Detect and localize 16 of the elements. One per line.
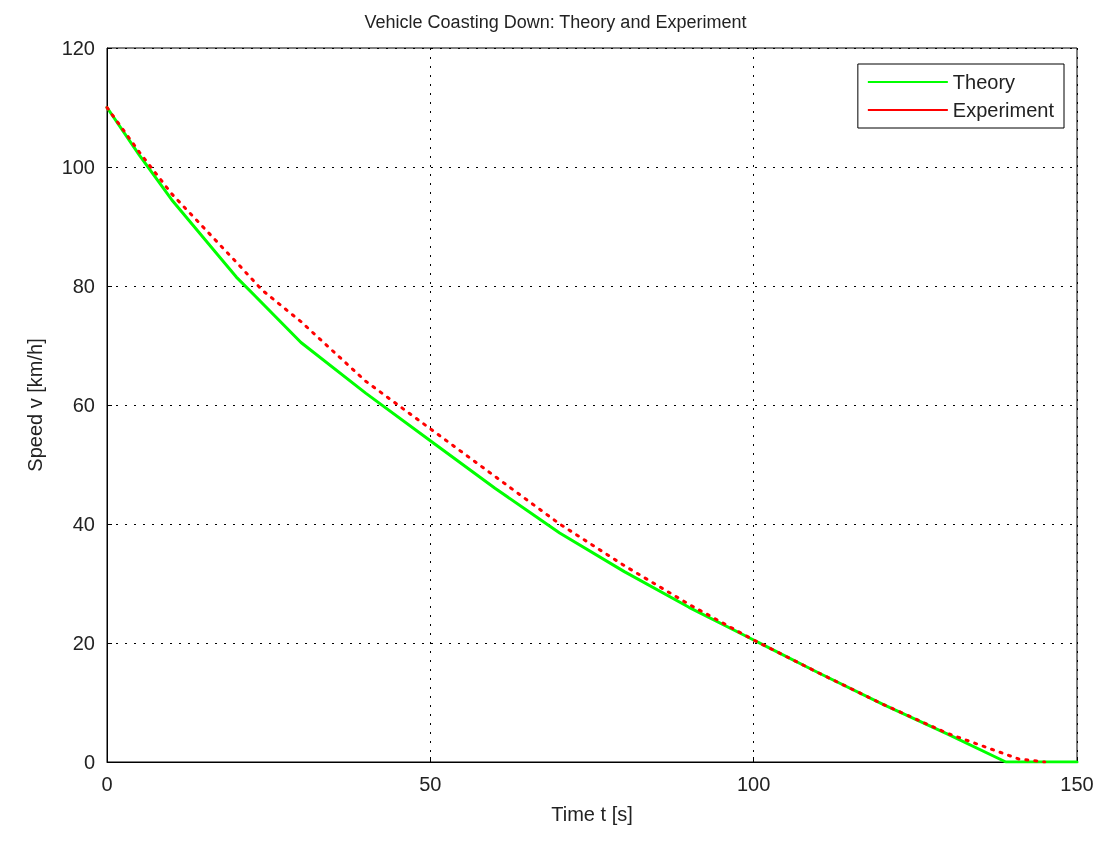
x-axis-title: Time t [s]	[551, 803, 633, 825]
y-tick-label: 80	[72, 275, 95, 297]
legend-label: Theory	[952, 71, 1016, 93]
y-tick-label: 20	[72, 632, 95, 654]
x-tick-label: 100	[736, 773, 771, 795]
x-tick-label: 150	[1060, 773, 1094, 795]
y-tick-label: 100	[61, 156, 95, 178]
legend-label: Experiment	[952, 99, 1055, 121]
y-tick-label: 40	[72, 513, 95, 535]
y-tick-label: 60	[72, 394, 95, 416]
y-tick-label: 120	[61, 37, 95, 59]
x-tick-label: 50	[419, 773, 442, 795]
y-tick-label: 0	[83, 751, 95, 773]
x-tick-label: 0	[101, 773, 113, 795]
y-axis-title: Speed v [km/h]	[24, 338, 46, 472]
chart-title: Vehicle Coasting Down: Theory and Experiment	[364, 12, 747, 32]
